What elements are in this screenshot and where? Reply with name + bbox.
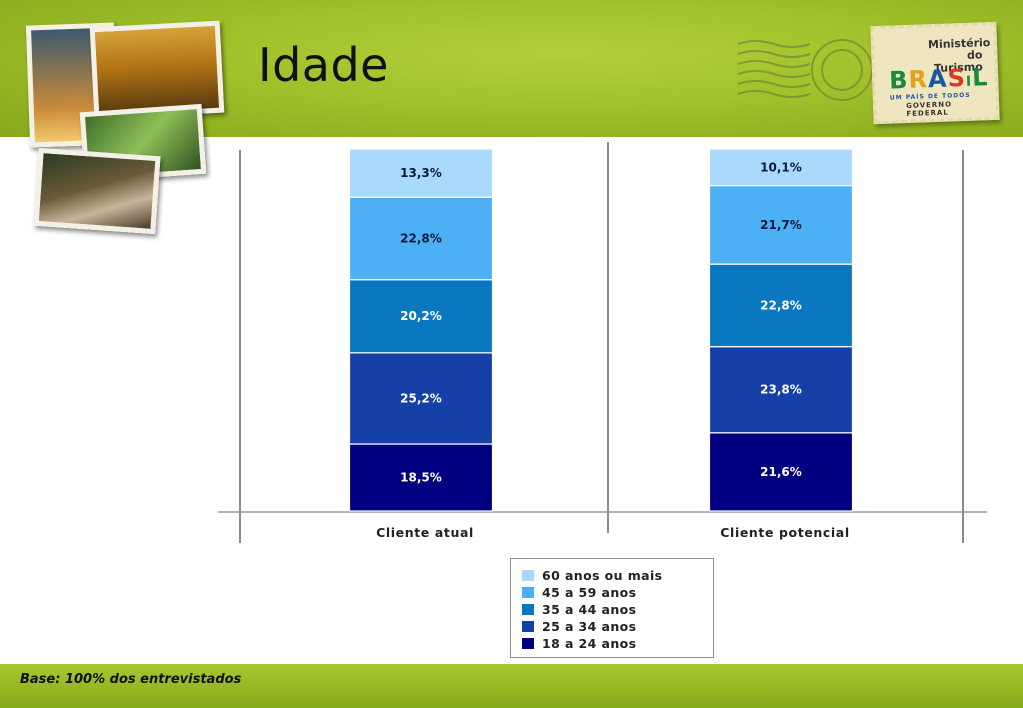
legend-item: 18 a 24 anos — [522, 636, 636, 652]
legend-label: 60 anos ou mais — [542, 567, 663, 583]
bar-segment — [708, 263, 854, 348]
bar-value-label: 20,2% — [400, 309, 442, 323]
bar-segment — [708, 148, 854, 187]
bar-segment — [708, 432, 854, 512]
legend-item: 60 anos ou mais — [522, 567, 662, 583]
chart-category-labels: Cliente atual Cliente potencial — [376, 525, 849, 540]
legend-label: 45 a 59 anos — [542, 584, 637, 600]
legend-label: 25 a 34 anos — [542, 619, 637, 635]
bar-segment — [708, 184, 854, 265]
legend-swatch — [522, 586, 534, 598]
chart-bars — [348, 148, 854, 512]
chart-data-labels: 18,5% 25,2% 20,2% 22,8% 13,3% 21,6% 23,8% 22,8%… — [400, 160, 802, 484]
category-label: Cliente atual — [376, 525, 474, 540]
footer-band — [0, 664, 1023, 708]
chart-axes — [218, 142, 987, 543]
bar-value-label: 21,6% — [760, 465, 802, 479]
category-label: Cliente potencial — [720, 525, 849, 540]
bar-segment — [348, 279, 494, 354]
bar-segment — [348, 443, 494, 512]
bar-value-label: 21,7% — [760, 218, 802, 232]
bar-segment — [348, 148, 494, 198]
base-footnote: Base: 100% dos entrevistados — [20, 672, 242, 687]
legend-swatch — [522, 603, 534, 615]
legend-swatch — [522, 638, 534, 650]
postmark-icon — [737, 39, 873, 101]
bar-value-label: 10,1% — [760, 160, 802, 174]
legend-swatch — [522, 569, 534, 581]
bar-value-label: 18,5% — [400, 471, 442, 485]
bar-segment — [348, 196, 494, 281]
chart-legend: 60 anos ou mais 45 a 59 anos 35 a 44 anos 2… — [510, 558, 714, 658]
bar-value-label: 13,3% — [400, 166, 442, 180]
bar-value-label: 22,8% — [400, 231, 442, 245]
bar-value-label: 22,8% — [760, 298, 802, 312]
bar-segment — [708, 346, 854, 434]
legend-label: 35 a 44 anos — [542, 601, 637, 617]
bar-value-label: 23,8% — [760, 383, 802, 397]
bar-value-label: 25,2% — [400, 391, 442, 405]
legend-item: 35 a 44 anos — [522, 601, 636, 617]
legend-label: 18 a 24 anos — [542, 636, 637, 652]
legend-item: 45 a 59 anos — [522, 584, 636, 600]
page-title: Idade — [258, 38, 389, 92]
bar-segment — [348, 352, 494, 445]
legend-swatch — [522, 621, 534, 633]
legend-item: 25 a 34 anos — [522, 619, 636, 635]
